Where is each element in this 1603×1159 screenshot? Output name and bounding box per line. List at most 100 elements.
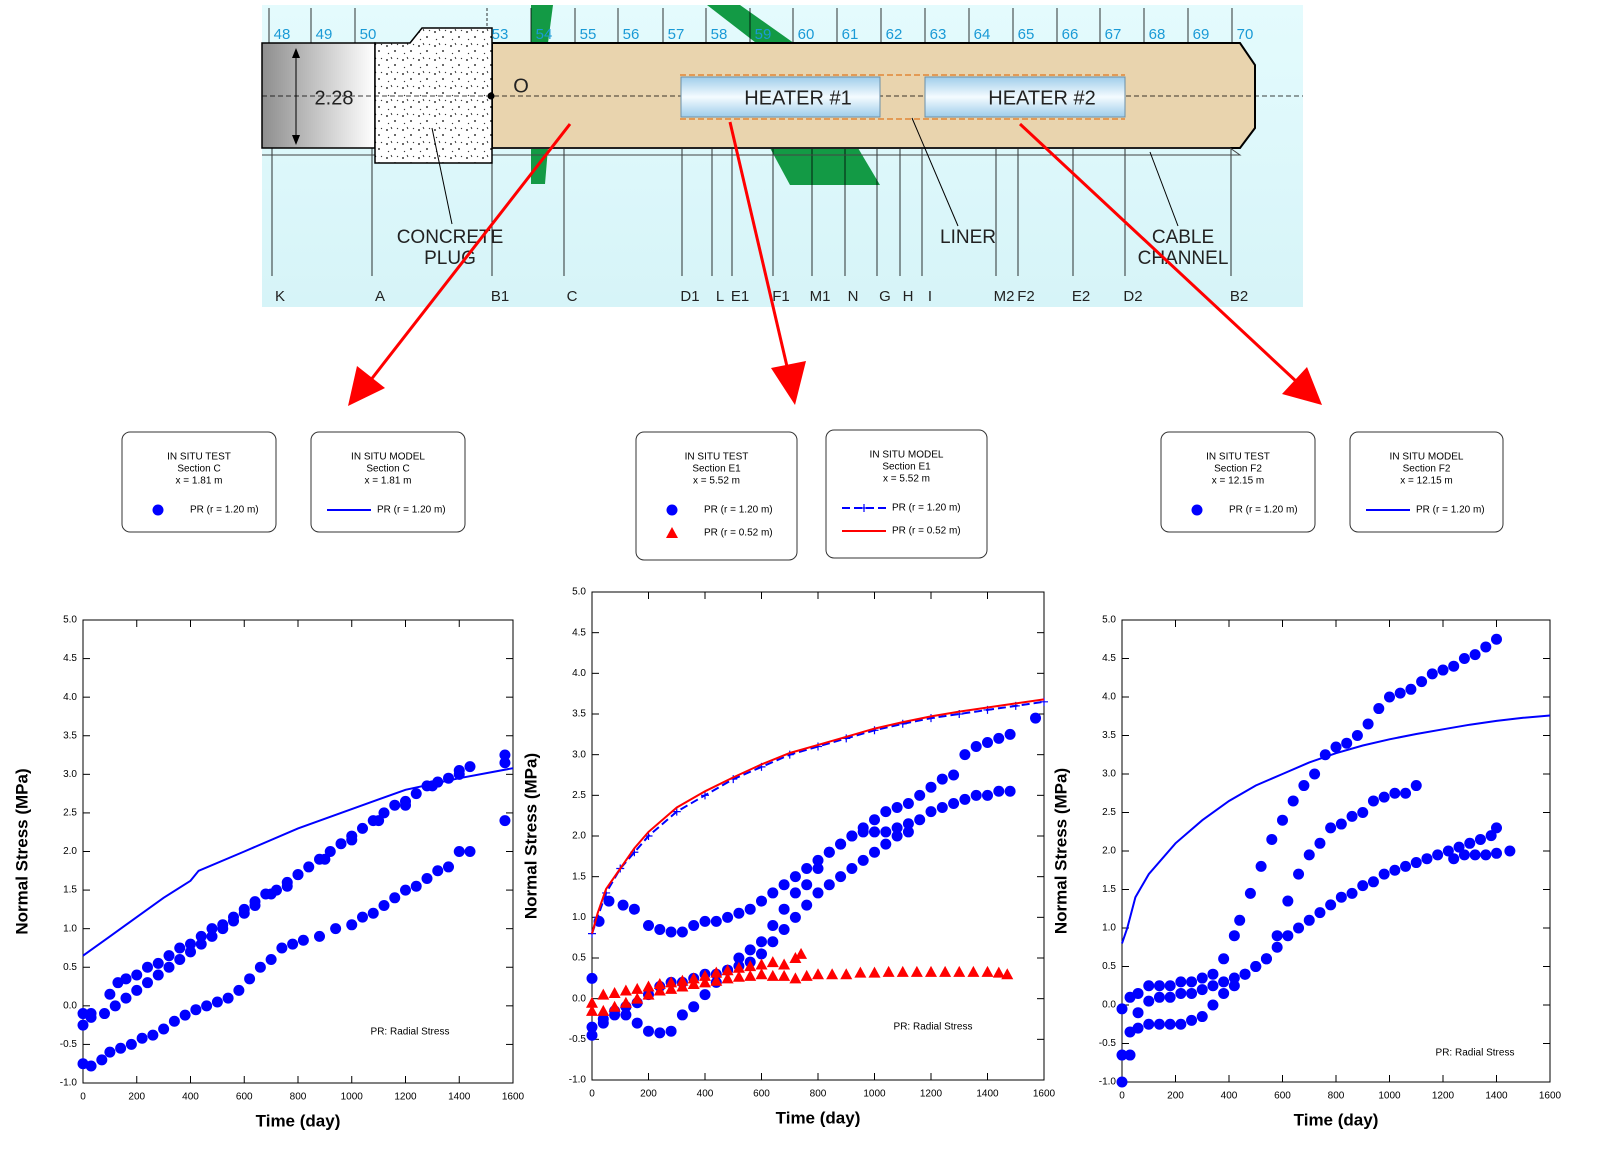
section-label: H	[903, 288, 914, 305]
data-point	[1197, 973, 1208, 984]
x-tick-label: 200	[128, 1092, 145, 1103]
y-tick-label: 1.0	[63, 923, 77, 934]
data-point	[180, 1010, 191, 1021]
data-point	[110, 1000, 121, 1011]
data-point	[1218, 953, 1229, 964]
data-point	[869, 847, 880, 858]
section-label: M1	[810, 288, 831, 305]
y-tick-label: -1.0	[1099, 1077, 1117, 1088]
data-point	[1001, 968, 1013, 979]
data-point	[1475, 834, 1486, 845]
data-point	[897, 966, 909, 977]
data-point	[1207, 1000, 1218, 1011]
data-point	[892, 831, 903, 842]
section-number: 70	[1237, 26, 1254, 43]
legend-section: Section E1	[882, 462, 931, 473]
data-point	[854, 967, 866, 978]
data-point	[432, 865, 443, 876]
data-point	[722, 912, 733, 923]
x-tick-label: 400	[1221, 1091, 1238, 1102]
data-point	[164, 950, 175, 961]
data-point	[654, 924, 665, 935]
data-point	[1400, 861, 1411, 872]
data-point	[1411, 857, 1422, 868]
section-number: 55	[580, 26, 597, 43]
x-tick-label: 1200	[1432, 1091, 1455, 1102]
data-point	[711, 916, 722, 927]
data-point	[266, 954, 277, 965]
data-point	[1240, 969, 1251, 980]
data-point	[948, 770, 959, 781]
data-point	[700, 916, 711, 927]
data-point	[1416, 676, 1427, 687]
heater-label: HEATER #1	[744, 87, 851, 109]
data-point	[618, 900, 629, 911]
data-point	[1400, 788, 1411, 799]
legend-section: Section F2	[1403, 464, 1451, 475]
x-tick-label: 0	[589, 1089, 595, 1100]
data-point	[937, 802, 948, 813]
data-point	[1405, 684, 1416, 695]
data-point	[389, 800, 400, 811]
data-point	[937, 774, 948, 785]
legend-section: Section C	[366, 464, 409, 475]
y-axis-label: Normal Stress (MPa)	[1051, 768, 1070, 934]
data-point	[1250, 961, 1261, 972]
annotation: PR: Radial Stress	[371, 1027, 450, 1038]
data-point	[858, 855, 869, 866]
data-point	[1504, 846, 1515, 857]
section-number: 68	[1149, 26, 1166, 43]
y-tick-label: 2.5	[63, 808, 77, 819]
x-tick-label: 200	[1167, 1091, 1184, 1102]
data-point	[632, 1018, 643, 1029]
data-point	[1165, 992, 1176, 1003]
data-point	[846, 863, 857, 874]
data-point	[812, 968, 824, 979]
y-tick-label: 4.5	[63, 653, 77, 664]
data-point	[826, 968, 838, 979]
data-point	[813, 887, 824, 898]
data-point	[1309, 769, 1320, 780]
data-point	[379, 900, 390, 911]
data-point	[1266, 834, 1277, 845]
data-point	[303, 861, 314, 872]
data-point	[400, 800, 411, 811]
data-point	[939, 966, 951, 977]
x-tick-label: 0	[80, 1092, 86, 1103]
data-point	[465, 846, 476, 857]
legend-section: Section C	[177, 464, 220, 475]
data-point	[1470, 849, 1481, 860]
data-point	[1245, 888, 1256, 899]
data-point	[914, 814, 925, 825]
legend-position: x = 12.15 m	[1400, 476, 1453, 487]
section-label: B1	[491, 288, 509, 305]
data-point	[813, 863, 824, 874]
data-point	[86, 1012, 97, 1023]
y-tick-label: 1.0	[572, 912, 586, 923]
data-point	[1272, 930, 1283, 941]
data-point	[1143, 980, 1154, 991]
data-point	[1218, 976, 1229, 987]
data-point	[1256, 861, 1267, 872]
data-point	[1288, 795, 1299, 806]
data-point	[1448, 661, 1459, 672]
data-point	[427, 780, 438, 791]
data-point	[1357, 807, 1368, 818]
data-point	[869, 826, 880, 837]
tunnel-diagram: 2.28 O HEATER #1 HEATER #2 CONCRETE PLUG…	[262, 5, 1303, 307]
legend-label: PR (r = 1.20 m)	[704, 505, 773, 516]
data-point	[443, 861, 454, 872]
x-tick-label: 1600	[502, 1092, 525, 1103]
legend-label: PR (r = 1.20 m)	[377, 505, 446, 516]
legend-label: PR (r = 1.20 m)	[1229, 505, 1298, 516]
data-point	[880, 839, 891, 850]
data-point	[239, 908, 250, 919]
data-point	[422, 873, 433, 884]
data-point	[982, 790, 993, 801]
x-tick-label: 1000	[341, 1092, 364, 1103]
annotation: PR: Radial Stress	[894, 1022, 973, 1033]
data-point	[1491, 634, 1502, 645]
data-point	[1234, 915, 1245, 926]
data-point	[1368, 795, 1379, 806]
data-point	[869, 814, 880, 825]
